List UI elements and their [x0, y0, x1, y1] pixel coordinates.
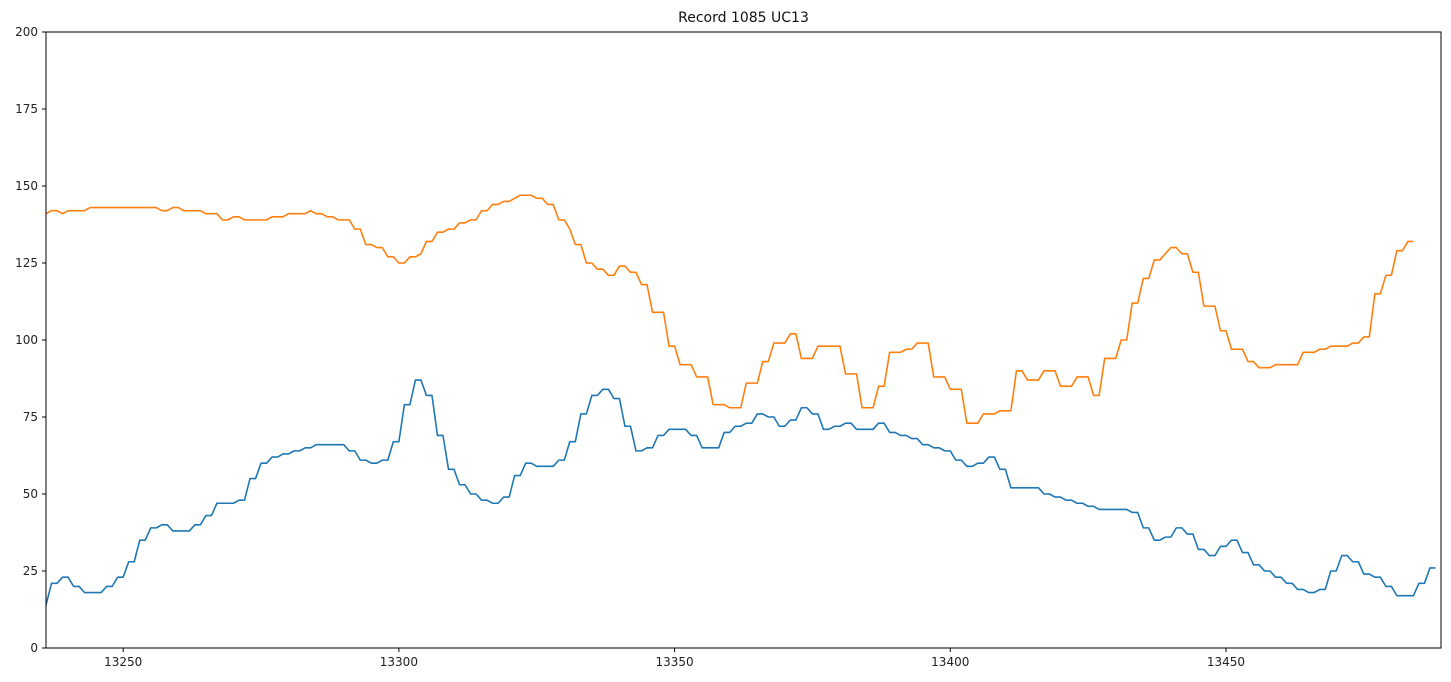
y-tick-label: 100 — [15, 333, 38, 347]
y-tick-label: 200 — [15, 25, 38, 39]
y-tick-label: 50 — [23, 487, 38, 501]
x-tick-label: 13350 — [655, 655, 693, 669]
plot-frame — [45, 31, 1442, 649]
series-line-1 — [46, 379, 1436, 606]
axes-layer: 13250 13300 13350 13400 13450 0 25 50 75 100 125 15… — [15, 25, 1442, 669]
series-line-2 — [46, 194, 1414, 424]
x-tick-label: 13450 — [1207, 655, 1245, 669]
x-tick-label: 13300 — [380, 655, 418, 669]
chart-title: Record 1085 UC13 — [678, 10, 809, 26]
y-tick-label: 150 — [15, 179, 38, 193]
y-tick-label: 175 — [15, 102, 38, 116]
y-tick-label: 0 — [30, 641, 38, 655]
x-tick-label: 13250 — [104, 655, 142, 669]
x-tick-label: 13400 — [931, 655, 969, 669]
y-tick-label: 125 — [15, 256, 38, 270]
series-layer — [46, 194, 1436, 606]
y-tick-label: 25 — [23, 564, 38, 578]
y-tick-label: 75 — [23, 410, 38, 424]
